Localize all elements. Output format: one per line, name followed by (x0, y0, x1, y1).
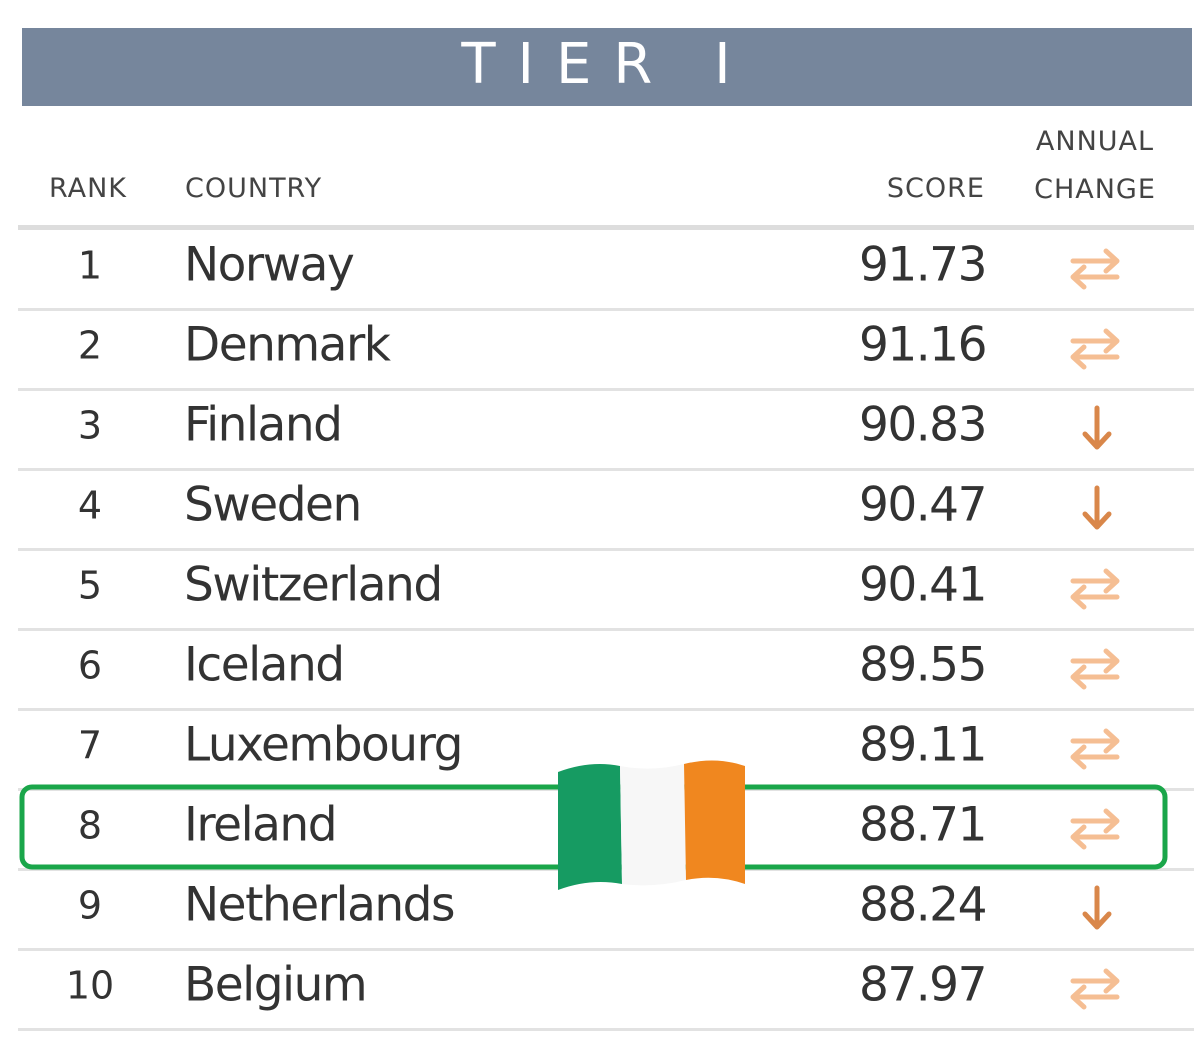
score: 87.97 (859, 958, 986, 1013)
tier-banner (22, 28, 1192, 106)
annual-change-icon (1082, 405, 1112, 450)
annual-change-icon (1070, 248, 1120, 290)
rank: 9 (78, 884, 102, 928)
score: 90.41 (859, 558, 986, 613)
score: 89.11 (859, 718, 986, 773)
country: Norway (184, 238, 354, 293)
tier-title: TIER I (460, 32, 752, 97)
annual-change-icon (1082, 885, 1112, 930)
country: Netherlands (184, 878, 454, 933)
country: Denmark (184, 318, 392, 373)
country: Switzerland (184, 558, 442, 613)
arrow-swap (1070, 568, 1120, 610)
rank: 6 (78, 644, 102, 688)
arrow-swap (1070, 968, 1120, 1010)
score: 88.71 (859, 798, 986, 853)
irish-flag (558, 760, 745, 890)
annual-change-icon (1070, 808, 1120, 850)
row-rule (18, 388, 1194, 391)
rank: 3 (78, 404, 102, 448)
flag-white (620, 764, 686, 886)
arrow-down (1082, 405, 1112, 450)
rank: 8 (78, 804, 102, 848)
score: 88.24 (859, 878, 986, 933)
arrow-swap (1070, 808, 1120, 850)
country: Finland (184, 398, 341, 453)
country: Iceland (184, 638, 344, 693)
arrow-down (1082, 885, 1112, 930)
row-rule (18, 548, 1194, 551)
annual-change-icon (1070, 728, 1120, 770)
country: Luxembourg (184, 718, 462, 773)
arrow-swap (1070, 248, 1120, 290)
flag-orange (684, 760, 745, 884)
rank: 10 (66, 964, 114, 1008)
country: Belgium (184, 958, 366, 1013)
annual-change-icon (1082, 485, 1112, 530)
annual-change-icon (1070, 568, 1120, 610)
rank: 2 (78, 324, 102, 368)
row-rule (18, 1028, 1194, 1031)
column-header: COUNTRY (185, 173, 322, 204)
score: 90.83 (859, 398, 986, 453)
flag-green (558, 764, 622, 890)
rank: 7 (78, 724, 102, 768)
row-rule (18, 628, 1194, 631)
arrow-down (1082, 485, 1112, 530)
row-rule (18, 708, 1194, 711)
annual-change-icon (1070, 648, 1120, 690)
annual-change-icon (1070, 328, 1120, 370)
annual-change-icon (1070, 968, 1120, 1010)
score: 90.47 (859, 478, 986, 533)
rank: 1 (78, 244, 102, 288)
column-header: ANNUAL CHANGE (1034, 126, 1156, 205)
country: Sweden (184, 478, 361, 533)
arrow-swap (1070, 328, 1120, 370)
column-header: SCORE (887, 173, 985, 204)
row-rule (18, 468, 1194, 471)
header-rule (18, 225, 1194, 230)
score: 91.73 (859, 238, 986, 293)
row-rule (18, 308, 1194, 311)
country: Ireland (184, 798, 336, 853)
score: 89.55 (859, 638, 986, 693)
rank: 5 (78, 564, 102, 608)
score: 91.16 (859, 318, 986, 373)
column-header: RANK (49, 173, 127, 204)
rank: 4 (78, 484, 102, 528)
arrow-swap (1070, 648, 1120, 690)
row-rule (18, 948, 1194, 951)
arrow-swap (1070, 728, 1120, 770)
